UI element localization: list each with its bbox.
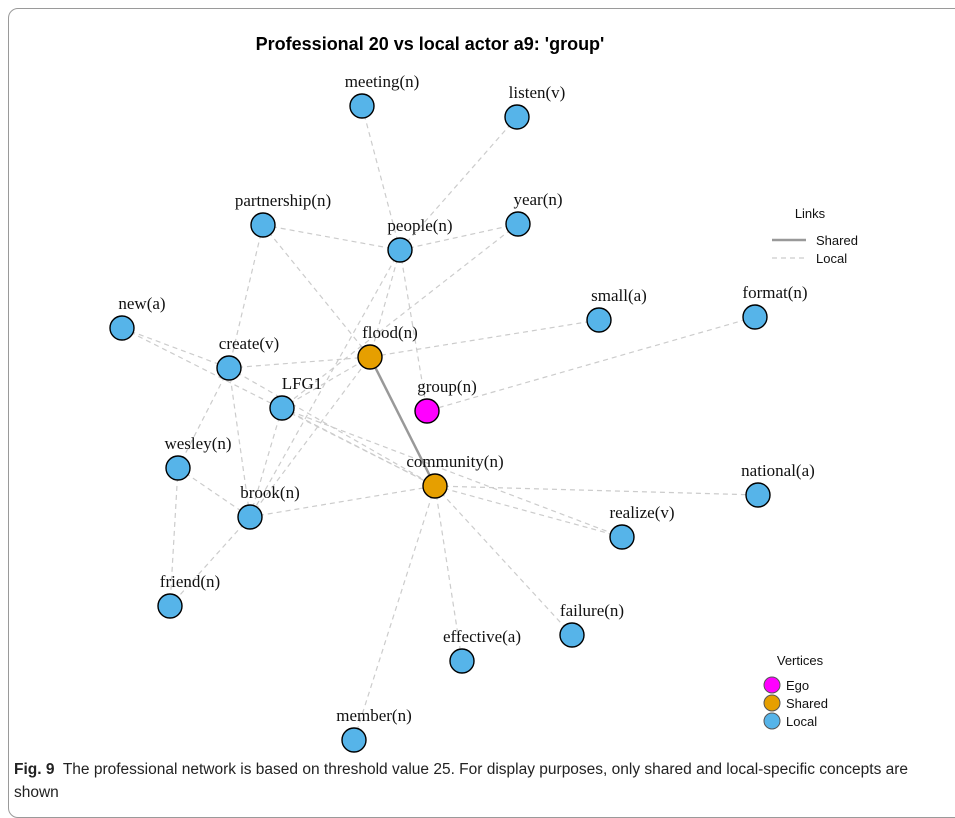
edge	[249, 407, 283, 518]
node	[586, 307, 612, 333]
node-label: people(n)	[387, 216, 452, 235]
edge	[281, 407, 436, 487]
edge	[228, 367, 251, 518]
legend-label: Shared	[816, 233, 858, 248]
node-label: partnership(n)	[235, 191, 331, 210]
node	[422, 473, 448, 499]
edge	[399, 223, 519, 251]
node	[349, 93, 375, 119]
node-label: year(n)	[513, 190, 562, 209]
edge	[399, 116, 518, 251]
title: Professional 20 vs local actor a9: 'grou…	[256, 34, 605, 54]
node-label: member(n)	[336, 706, 412, 725]
node	[157, 593, 183, 619]
legend-label: Local	[816, 251, 847, 266]
node-label: effective(a)	[443, 627, 521, 646]
edge	[369, 249, 401, 358]
node	[165, 455, 191, 481]
edge	[177, 367, 230, 469]
node	[341, 727, 367, 753]
legend-label: Ego	[786, 678, 809, 693]
node-label: wesley(n)	[164, 434, 231, 453]
node	[742, 304, 768, 330]
node-label: flood(n)	[362, 323, 418, 342]
node	[250, 212, 276, 238]
edge	[434, 485, 623, 538]
node	[414, 398, 440, 424]
edge	[368, 356, 437, 487]
edge	[169, 516, 251, 607]
edge	[361, 105, 401, 251]
caption-label: Fig. 9	[14, 761, 55, 778]
legend-title: Vertices	[777, 653, 824, 668]
node-label: meeting(n)	[345, 72, 420, 91]
node-label: create(v)	[219, 334, 279, 353]
node-label: national(a)	[741, 461, 815, 480]
node-label: failure(n)	[560, 601, 624, 620]
node	[745, 482, 771, 508]
node	[109, 315, 135, 341]
edge	[228, 224, 264, 369]
edge	[121, 327, 230, 369]
node	[449, 648, 475, 674]
edge	[281, 223, 519, 409]
edge	[434, 485, 463, 662]
edge	[434, 485, 573, 636]
node	[609, 524, 635, 550]
node-label: listen(v)	[509, 83, 566, 102]
legend-label: Shared	[786, 696, 828, 711]
edge	[262, 224, 401, 251]
node	[505, 211, 531, 237]
node-label: format(n)	[742, 283, 807, 302]
legend-title: Links	[795, 206, 826, 221]
node-label: new(a)	[118, 294, 165, 313]
node-label: group(n)	[417, 377, 476, 396]
node	[357, 344, 383, 370]
node-label: friend(n)	[160, 572, 220, 591]
edge	[281, 356, 371, 409]
node-label: community(n)	[406, 452, 503, 471]
node	[504, 104, 530, 130]
edge	[369, 319, 600, 358]
edge	[249, 485, 436, 518]
legend-dot	[763, 694, 781, 712]
node-label: LFG1	[282, 374, 323, 393]
node	[216, 355, 242, 381]
node-label: realize(v)	[609, 503, 674, 522]
legend-label: Local	[786, 714, 817, 729]
edge	[249, 356, 371, 518]
edge	[426, 316, 756, 412]
node	[269, 395, 295, 421]
edge	[228, 356, 371, 369]
legend-dot	[763, 712, 781, 730]
edge	[434, 485, 759, 496]
node-label: brook(n)	[240, 483, 299, 502]
edge	[177, 467, 251, 518]
node-label: small(a)	[591, 286, 647, 305]
edge	[281, 407, 623, 538]
node	[237, 504, 263, 530]
edge	[399, 249, 428, 412]
edge	[228, 367, 436, 487]
caption-text: The professional network is based on thr…	[14, 761, 909, 801]
edge	[262, 224, 371, 358]
node	[387, 237, 413, 263]
caption: Fig. 9 The professional network is based…	[14, 758, 934, 804]
legend-dot	[763, 676, 781, 694]
edge	[353, 485, 436, 741]
node	[559, 622, 585, 648]
